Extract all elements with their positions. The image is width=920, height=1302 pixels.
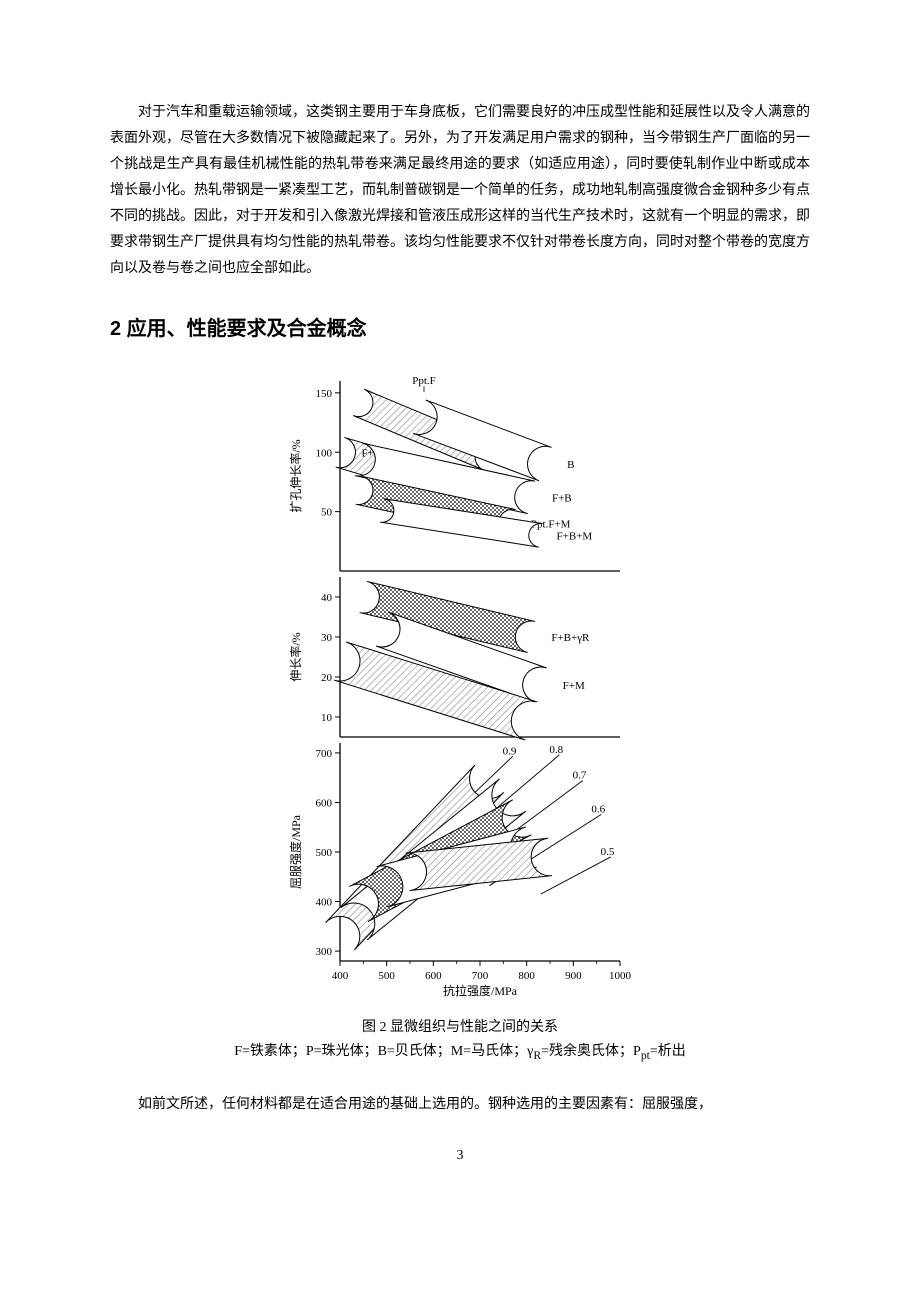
- svg-text:600: 600: [425, 970, 442, 982]
- legend-sub-2: pt: [641, 1049, 650, 1062]
- svg-text:F+B: F+B: [552, 492, 572, 504]
- svg-text:10: 10: [321, 712, 333, 724]
- svg-text:800: 800: [518, 970, 535, 982]
- svg-text:伸长率/%: 伸长率/%: [288, 632, 303, 681]
- svg-text:400: 400: [332, 970, 349, 982]
- svg-text:500: 500: [378, 970, 395, 982]
- legend-part-1: F=铁素体；P=珠光体；B=贝氏体；M=马氏体；γ: [234, 1044, 533, 1059]
- svg-text:50: 50: [321, 507, 333, 519]
- figure-2-caption: 图 2 显微组织与性能之间的关系: [110, 1016, 810, 1040]
- page-root: 对于汽车和重载运输领域，这类钢主要用于车身底板，它们需要良好的冲压成型性能和延展…: [0, 0, 920, 1204]
- svg-text:B: B: [567, 459, 574, 471]
- svg-text:0.9: 0.9: [503, 745, 517, 757]
- legend-part-3: =析出: [650, 1044, 686, 1059]
- svg-text:400: 400: [316, 897, 333, 909]
- svg-text:F+B+γR: F+B+γR: [551, 632, 590, 644]
- svg-text:0.6: 0.6: [591, 803, 605, 815]
- page-number: 3: [110, 1148, 810, 1164]
- svg-text:500: 500: [316, 847, 333, 859]
- trailing-paragraph: 如前文所述，任何材料都是在适合用途的基础上选用的。钢种选用的主要因素有：屈服强度…: [110, 1092, 810, 1118]
- svg-text:600: 600: [316, 797, 333, 809]
- svg-text:0.8: 0.8: [549, 744, 563, 756]
- svg-text:0.5: 0.5: [601, 846, 615, 858]
- legend-sub-1: R: [533, 1049, 541, 1062]
- svg-text:700: 700: [472, 970, 489, 982]
- svg-text:300: 300: [316, 946, 333, 958]
- svg-text:0.7: 0.7: [573, 770, 587, 782]
- svg-text:1000: 1000: [609, 970, 632, 982]
- svg-text:Ppt.F: Ppt.F: [412, 375, 436, 387]
- svg-text:40: 40: [321, 592, 333, 604]
- svg-text:抗拉强度/MPa: 抗拉强度/MPa: [443, 983, 518, 998]
- svg-text:700: 700: [316, 748, 333, 760]
- figure-2-container: 50100150扩孔伸长率/%Ppt.FBF+PF+BPpt.F+MF+B+M1…: [110, 371, 810, 1006]
- svg-text:900: 900: [565, 970, 582, 982]
- svg-text:屈服强度/MPa: 屈服强度/MPa: [288, 814, 303, 889]
- section-heading-2: 2 应用、性能要求及合金概念: [110, 312, 810, 341]
- svg-text:150: 150: [316, 388, 333, 400]
- svg-text:F+B+M: F+B+M: [557, 530, 593, 542]
- svg-text:30: 30: [321, 632, 333, 644]
- svg-text:20: 20: [321, 672, 333, 684]
- svg-text:扩孔伸长率/%: 扩孔伸长率/%: [288, 439, 303, 512]
- svg-text:100: 100: [316, 447, 333, 459]
- figure-2-legend: F=铁素体；P=珠光体；B=贝氏体；M=马氏体；γR=残余奥氏体；Ppt=析出: [110, 1040, 810, 1068]
- svg-text:F+M: F+M: [563, 680, 585, 692]
- figure-2-svg: 50100150扩孔伸长率/%Ppt.FBF+PF+BPpt.F+MF+B+M1…: [280, 371, 640, 1001]
- intro-paragraph: 对于汽车和重载运输领域，这类钢主要用于车身底板，它们需要良好的冲压成型性能和延展…: [110, 100, 810, 282]
- legend-part-2: =残余奥氏体；P: [541, 1044, 641, 1059]
